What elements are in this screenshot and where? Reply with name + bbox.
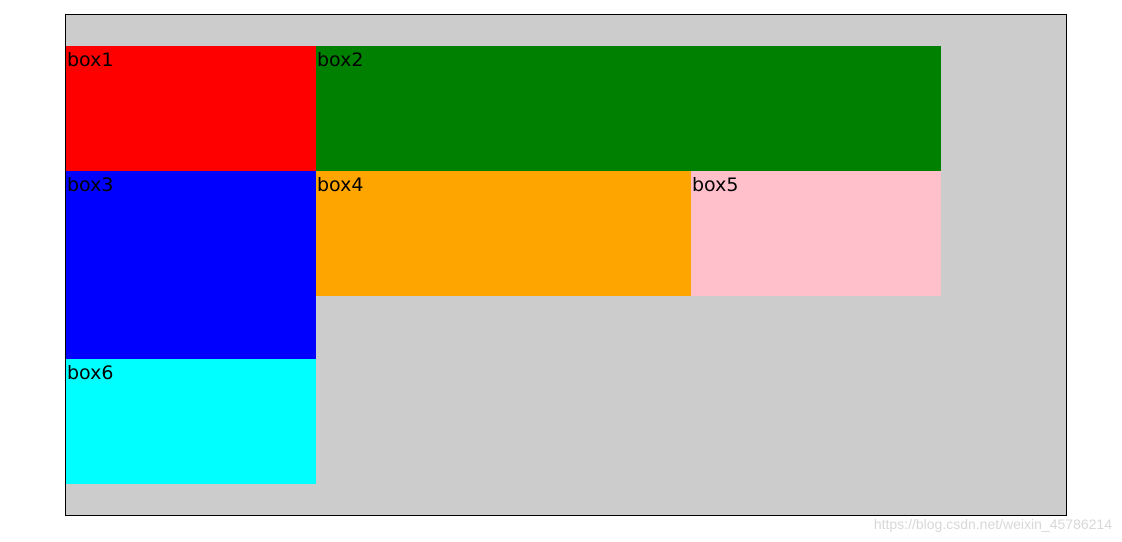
box3: box3 xyxy=(66,171,316,359)
box2: box2 xyxy=(316,46,941,171)
box1: box1 xyxy=(66,46,316,171)
float-container: box1 box2 box3 box4 box5 box6 xyxy=(65,14,1067,516)
watermark-text: https://blog.csdn.net/weixin_45786214 xyxy=(873,516,1112,532)
box5: box5 xyxy=(691,171,941,296)
box4: box4 xyxy=(316,171,691,296)
box6: box6 xyxy=(66,359,316,484)
